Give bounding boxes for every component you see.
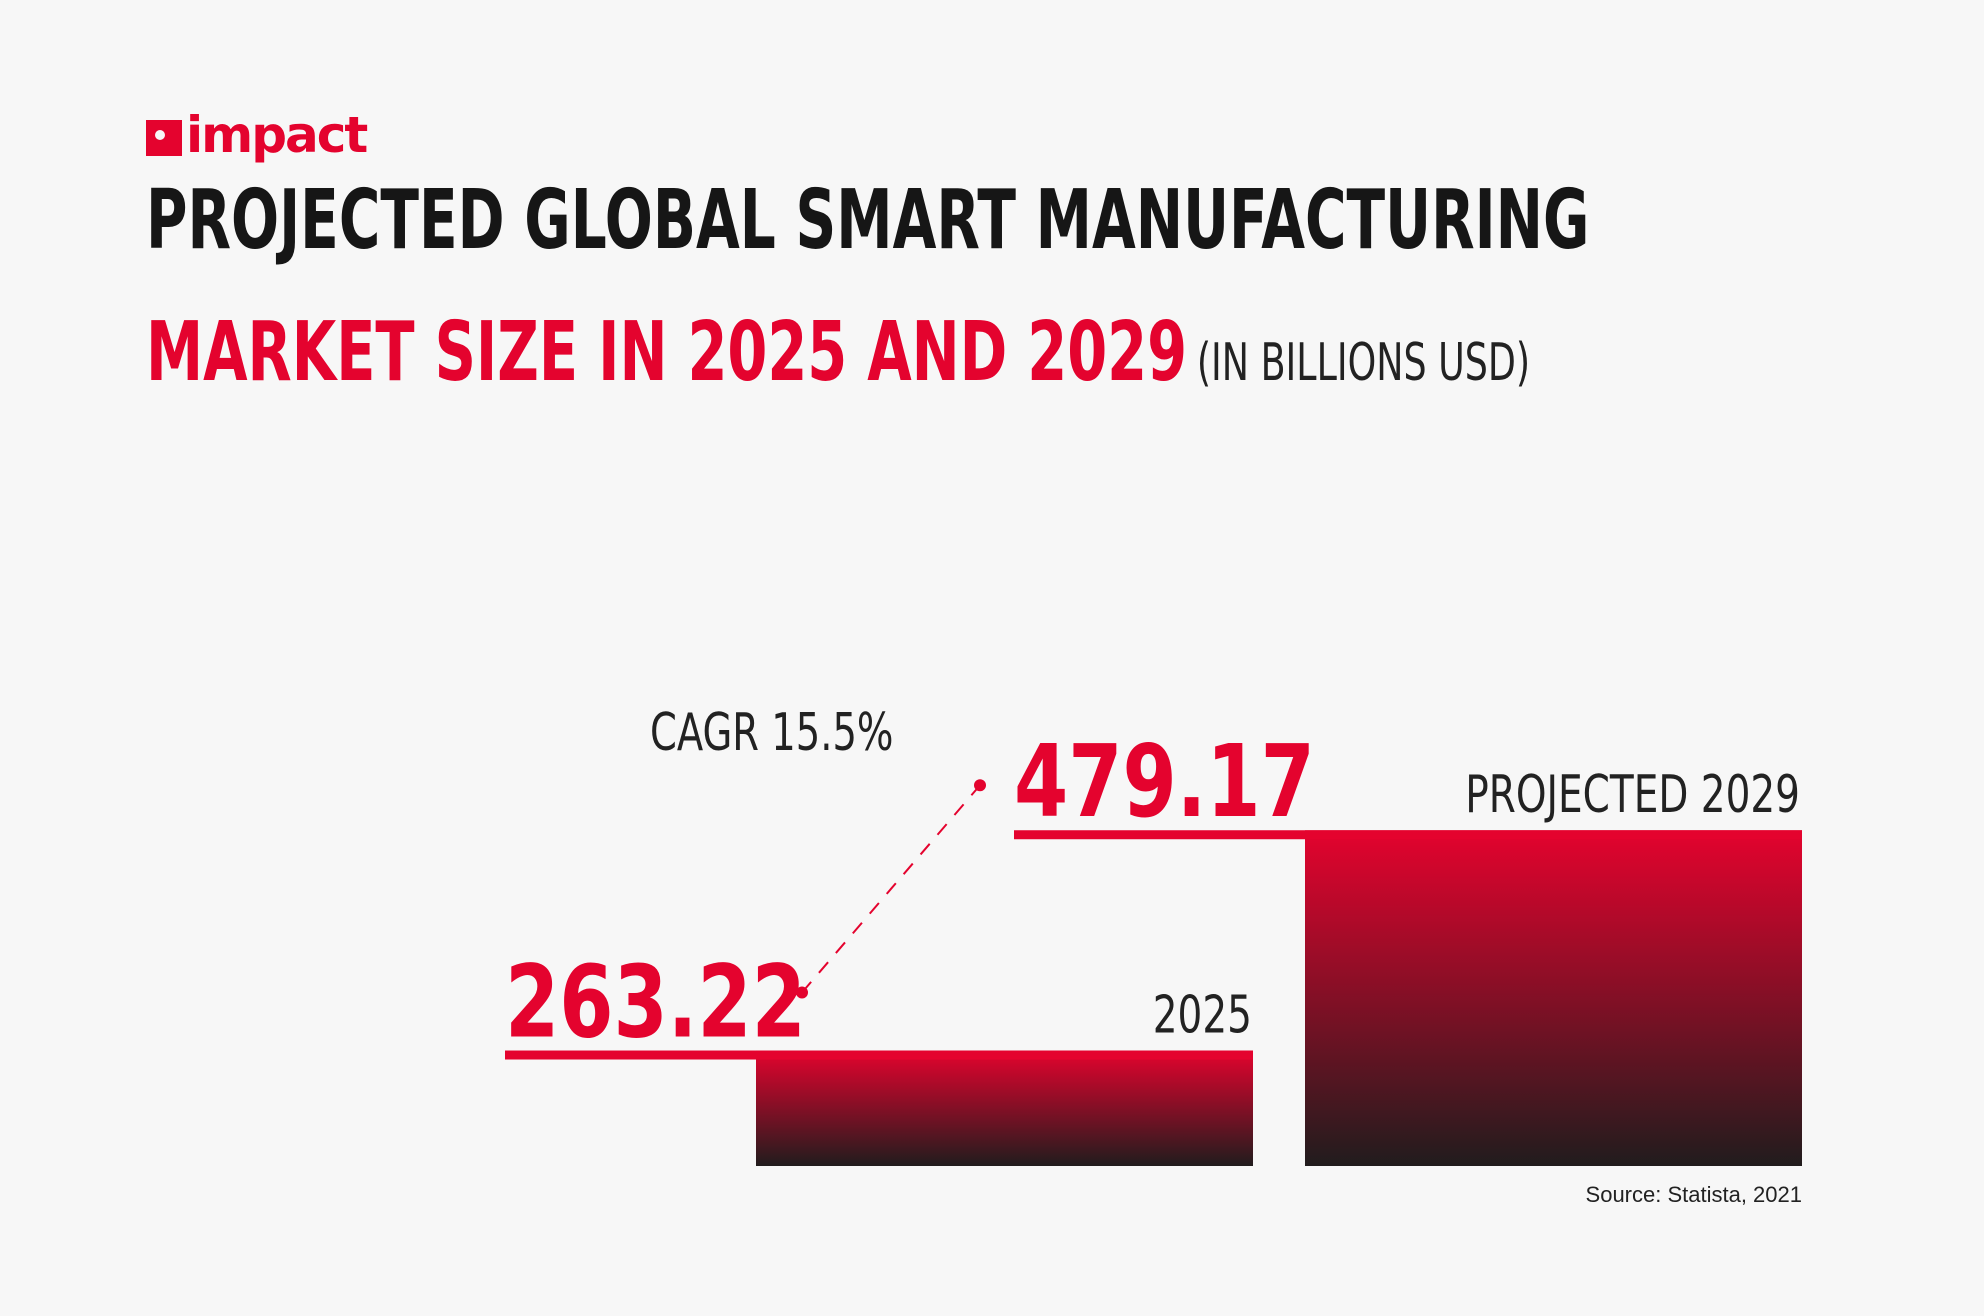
bar-top-line-1	[1014, 830, 1802, 840]
bar-1	[1305, 830, 1802, 1166]
chart-subtitle: MARKET SIZE IN 2025 AND 2029	[146, 305, 1188, 400]
value-label-1: 479.17	[1014, 725, 1315, 841]
impact-logo: impact	[146, 106, 368, 164]
category-label-1: PROJECTED 2029	[1465, 764, 1800, 825]
unit-note: (IN BILLIONS USD)	[1196, 333, 1531, 393]
bar-top-line-0	[505, 1050, 1253, 1060]
bar-0	[756, 1050, 1253, 1166]
cagr-dot-end	[974, 779, 986, 792]
logo-text: impact	[186, 106, 368, 164]
category-label-0: 2025	[1153, 984, 1252, 1045]
cagr-dot-start	[796, 986, 808, 999]
value-label-0: 263.22	[505, 945, 806, 1061]
cagr-annotation: CAGR 15.5%	[650, 702, 894, 762]
subtitle-row: MARKET SIZE IN 2025 AND 2029 (IN BILLIONS…	[146, 312, 1530, 394]
cagr-connector	[801, 784, 981, 994]
logo-mark-icon	[146, 120, 182, 156]
source-note: Source: Statista, 2021	[1585, 1182, 1802, 1207]
chart-title: PROJECTED GLOBAL SMART MANUFACTURING	[146, 173, 1590, 268]
